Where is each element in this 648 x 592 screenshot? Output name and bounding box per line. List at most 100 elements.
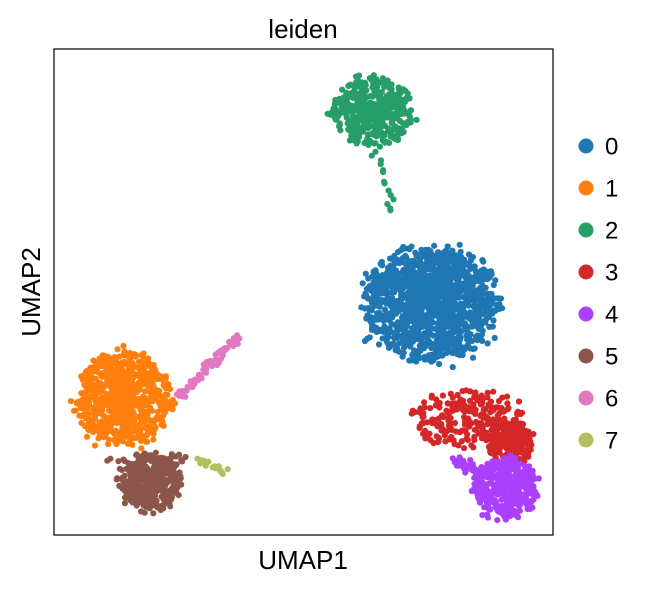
point-cluster-1 bbox=[120, 342, 127, 349]
point-cluster-0 bbox=[361, 305, 368, 312]
point-cluster-1 bbox=[121, 358, 128, 365]
point-cluster-1 bbox=[114, 433, 121, 440]
point-cluster-1 bbox=[121, 385, 129, 392]
point-cluster-0 bbox=[497, 295, 504, 302]
point-cluster-3 bbox=[484, 394, 491, 401]
point-cluster-1 bbox=[142, 417, 149, 424]
legend-label-3: 3 bbox=[605, 260, 618, 287]
point-cluster-0 bbox=[402, 261, 409, 268]
point-cluster-2 bbox=[357, 114, 364, 121]
point-cluster-3 bbox=[474, 421, 481, 428]
point-cluster-0 bbox=[443, 349, 450, 356]
point-cluster-0 bbox=[412, 249, 419, 256]
point-cluster-5 bbox=[121, 472, 128, 479]
point-cluster-0 bbox=[438, 336, 446, 343]
point-cluster-6 bbox=[234, 340, 241, 348]
point-cluster-0 bbox=[408, 263, 415, 270]
point-cluster-0 bbox=[387, 302, 394, 309]
point-cluster-3 bbox=[479, 426, 486, 433]
point-cluster-3 bbox=[484, 389, 491, 396]
point-cluster-3 bbox=[481, 412, 488, 419]
point-cluster-4 bbox=[513, 463, 521, 470]
legend-marker-3 bbox=[578, 264, 594, 280]
point-cluster-1 bbox=[116, 410, 123, 417]
point-cluster-3 bbox=[525, 428, 532, 435]
point-cluster-3 bbox=[476, 430, 483, 437]
point-cluster-4 bbox=[503, 484, 510, 491]
point-cluster-2 bbox=[349, 112, 356, 120]
point-cluster-4 bbox=[530, 491, 537, 498]
point-cluster-1 bbox=[152, 366, 159, 374]
point-cluster-2 bbox=[336, 121, 343, 128]
point-cluster-1 bbox=[137, 396, 144, 403]
point-cluster-2 bbox=[377, 96, 384, 103]
point-cluster-0 bbox=[456, 320, 463, 327]
point-cluster-0 bbox=[386, 274, 393, 281]
point-cluster-2 bbox=[402, 96, 409, 103]
point-cluster-3 bbox=[503, 437, 510, 444]
point-cluster-3 bbox=[507, 426, 514, 434]
point-cluster-0 bbox=[422, 292, 430, 300]
point-cluster-1 bbox=[157, 375, 164, 382]
point-cluster-3 bbox=[499, 442, 506, 449]
point-cluster-0 bbox=[399, 332, 406, 339]
point-cluster-1 bbox=[115, 362, 122, 369]
point-cluster-1 bbox=[145, 399, 152, 406]
point-cluster-1 bbox=[128, 407, 135, 414]
point-cluster-1 bbox=[114, 401, 121, 408]
point-cluster-2 bbox=[346, 137, 353, 144]
point-cluster-0 bbox=[377, 260, 384, 267]
point-cluster-2 bbox=[388, 119, 395, 127]
point-cluster-2 bbox=[341, 105, 348, 112]
point-cluster-1 bbox=[90, 404, 97, 411]
point-cluster-2 bbox=[399, 125, 406, 133]
point-cluster-0 bbox=[480, 271, 487, 278]
point-cluster-1 bbox=[139, 406, 146, 414]
point-cluster-2 bbox=[380, 168, 387, 176]
point-cluster-2 bbox=[363, 117, 370, 124]
point-cluster-2 bbox=[404, 90, 411, 97]
point-cluster-0 bbox=[405, 305, 413, 312]
point-cluster-1 bbox=[160, 422, 167, 429]
point-cluster-1 bbox=[111, 406, 118, 414]
point-cluster-2 bbox=[377, 161, 384, 168]
point-cluster-0 bbox=[409, 325, 416, 332]
point-cluster-0 bbox=[393, 298, 400, 305]
point-cluster-0 bbox=[491, 334, 498, 342]
point-cluster-0 bbox=[433, 295, 440, 302]
point-cluster-3 bbox=[521, 454, 528, 461]
point-cluster-0 bbox=[431, 242, 438, 249]
point-cluster-3 bbox=[458, 438, 465, 445]
point-cluster-1 bbox=[91, 414, 98, 421]
point-cluster-0 bbox=[448, 317, 455, 324]
point-cluster-4 bbox=[482, 481, 489, 488]
point-cluster-0 bbox=[468, 323, 476, 330]
point-cluster-2 bbox=[360, 101, 367, 108]
point-cluster-0 bbox=[477, 323, 484, 330]
point-cluster-0 bbox=[370, 268, 377, 275]
point-cluster-1 bbox=[105, 441, 112, 448]
point-cluster-4 bbox=[519, 478, 527, 485]
point-cluster-1 bbox=[95, 385, 102, 392]
point-cluster-4 bbox=[494, 517, 501, 524]
point-cluster-3 bbox=[417, 408, 424, 415]
point-cluster-1 bbox=[144, 426, 151, 433]
point-cluster-3 bbox=[513, 441, 520, 448]
point-cluster-3 bbox=[449, 394, 456, 401]
point-cluster-6 bbox=[182, 393, 189, 400]
point-cluster-5 bbox=[121, 500, 128, 507]
point-cluster-3 bbox=[427, 437, 434, 444]
point-cluster-0 bbox=[391, 252, 398, 259]
point-cluster-3 bbox=[433, 433, 440, 440]
legend-label-6: 6 bbox=[605, 386, 618, 413]
point-cluster-2 bbox=[354, 78, 361, 85]
point-cluster-0 bbox=[461, 261, 468, 269]
point-cluster-0 bbox=[490, 281, 497, 289]
point-cluster-0 bbox=[413, 358, 420, 365]
point-cluster-2 bbox=[399, 119, 406, 126]
point-cluster-0 bbox=[441, 286, 448, 293]
point-cluster-0 bbox=[476, 313, 483, 320]
point-cluster-1 bbox=[146, 388, 154, 395]
point-cluster-2 bbox=[390, 196, 397, 203]
legend-marker-2 bbox=[578, 222, 594, 238]
